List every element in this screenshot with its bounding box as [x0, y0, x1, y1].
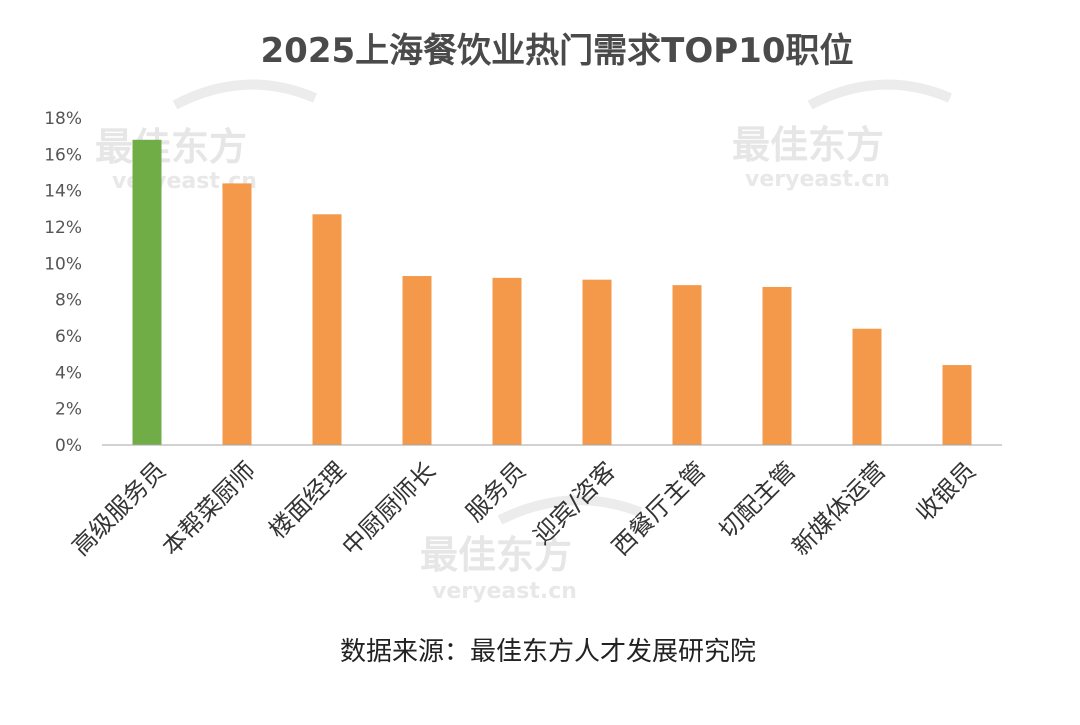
y-axis-ticks: 0% 2% 4% 6% 8% 10% 12% 14% 16% 18%: [44, 109, 82, 456]
bar-6: [582, 279, 612, 445]
bars: [132, 139, 972, 446]
watermark-brand: 最佳东方: [95, 125, 247, 169]
watermark-layer: 最佳东方 veryeast.cn 最佳东方 veryeast.cn 最佳东方 v…: [95, 79, 952, 604]
bar-8: [762, 286, 792, 445]
watermark-site: veryeast.cn: [432, 579, 577, 604]
bar-10: [942, 365, 972, 445]
x-category-label: 新媒体运营: [787, 456, 892, 561]
watermark-bottom: 最佳东方 veryeast.cn: [420, 495, 642, 604]
x-category-label: 楼面经理: [264, 456, 352, 544]
y-tick-label: 16%: [44, 145, 82, 165]
y-tick-label: 10%: [44, 254, 82, 274]
watermark-left: 最佳东方 veryeast.cn: [95, 79, 317, 194]
y-tick-label: 2%: [55, 400, 82, 420]
x-category-label: 高级服务员: [67, 456, 172, 561]
watermark-right: 最佳东方 veryeast.cn: [732, 79, 952, 192]
x-category-label: 本帮菜厨师: [157, 456, 262, 561]
x-category-label: 切配主管: [714, 456, 802, 544]
bar-2: [222, 183, 252, 445]
bar-7: [672, 285, 702, 445]
bar-1: [132, 139, 162, 446]
bar-5: [492, 277, 522, 445]
y-tick-label: 8%: [55, 291, 82, 311]
y-tick-label: 12%: [44, 218, 82, 238]
watermark-brand: 最佳东方: [732, 123, 884, 167]
x-category-label: 服务员: [461, 456, 532, 527]
bar-4: [402, 276, 432, 445]
x-category-label: 收银员: [911, 456, 982, 527]
y-tick-label: 0%: [55, 436, 82, 456]
y-tick-label: 4%: [55, 363, 82, 383]
bar-3: [312, 214, 342, 445]
chart-title: 2025上海餐饮业热门需求TOP10职位: [261, 31, 854, 71]
watermark-site: veryeast.cn: [745, 167, 890, 192]
watermark-brand: 最佳东方: [420, 533, 572, 577]
y-tick-label: 6%: [55, 327, 82, 347]
y-tick-label: 18%: [44, 109, 82, 129]
source-note: 数据来源：最佳东方人才发展研究院: [340, 637, 756, 667]
y-tick-label: 14%: [44, 182, 82, 202]
bar-9: [852, 328, 882, 445]
